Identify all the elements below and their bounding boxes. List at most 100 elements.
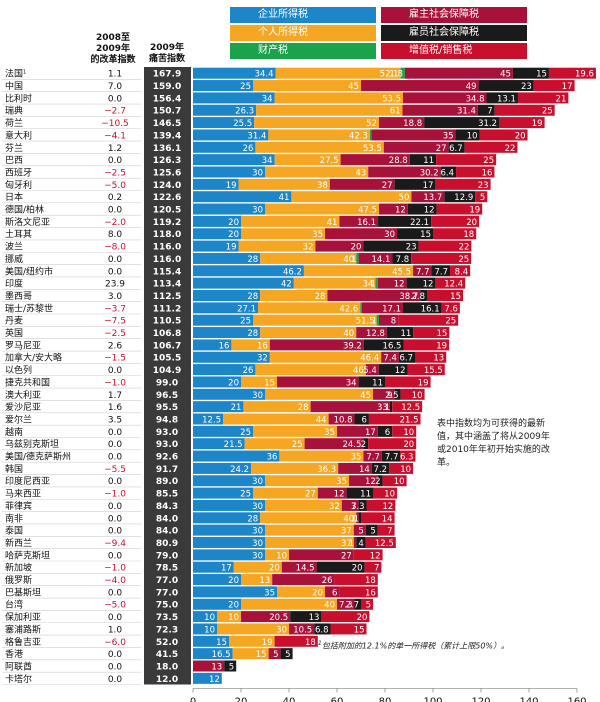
bar-value-label: 20 xyxy=(228,230,239,240)
bar-value-label: 7.4 xyxy=(383,354,397,364)
bar-value-label: 8 xyxy=(391,317,396,327)
bar-value-label: 2.5 xyxy=(385,391,399,401)
country-label: 澳大利亚 xyxy=(5,389,41,401)
bar-segment-personal xyxy=(265,549,289,561)
bar-segment-personal xyxy=(253,80,361,92)
bar-value-label: 19 xyxy=(262,638,273,648)
bar-value-label: 2 xyxy=(361,440,366,450)
bar-value-label: 20 xyxy=(228,378,239,388)
bar-segment-corp xyxy=(193,401,244,413)
bar-segment-emp_er xyxy=(316,561,365,573)
legend-employer-social-security: 雇主社会保障税 xyxy=(381,7,527,23)
country-label: 格鲁吉亚 xyxy=(5,636,41,648)
bar-segment-emp_er xyxy=(224,660,237,672)
bar-value-label: 16 xyxy=(482,168,493,178)
bar-value-label: 37 xyxy=(341,527,352,537)
bar-segment-vat xyxy=(407,364,445,376)
misery-index-value: 72.3 xyxy=(156,625,178,635)
bar-segment-corp xyxy=(193,265,304,277)
bar-value-label: 5.4 xyxy=(363,366,377,376)
bar-segment-vat xyxy=(433,228,477,240)
country-label: 美国/纽约市 xyxy=(5,265,53,277)
bar-value-label: 20 xyxy=(466,218,477,228)
bar-value-label: 16 xyxy=(365,588,376,598)
country-label: 爱尔兰 xyxy=(5,413,32,425)
bar-segment-vat xyxy=(330,623,367,635)
bar-value-label: 25 xyxy=(240,317,251,327)
bar-segment-emp_ee xyxy=(402,104,478,116)
bar-value-label: 34 xyxy=(363,280,374,290)
bar-value-label: 30 xyxy=(384,230,395,240)
bar-value-label: 15 xyxy=(354,625,365,635)
bar-segment-vat xyxy=(533,80,575,92)
x-tick-label: 140 xyxy=(519,697,538,702)
bar-segment-emp_ee xyxy=(339,215,379,227)
bar-segment-corp xyxy=(193,203,265,215)
bar-value-label: 16.5 xyxy=(383,341,402,351)
country-label: 印度尼西亚 xyxy=(5,475,50,487)
bar-value-label: 18 xyxy=(305,638,316,648)
bar-segment-emp_ee xyxy=(368,166,441,178)
misery-index-value: 118.0 xyxy=(153,230,181,240)
country-label: 巴基斯坦 xyxy=(5,586,41,598)
bar-value-label: 49 xyxy=(466,82,477,92)
reform-index-value: −10.5 xyxy=(101,119,129,129)
bar-value-label: 36.3 xyxy=(317,465,336,475)
bar-value-label: 45 xyxy=(500,70,511,80)
bar-segment-emp_er xyxy=(477,104,495,116)
bar-value-label: 28 xyxy=(247,329,258,339)
bar-value-label: 35 xyxy=(264,588,275,598)
bar-value-label: 12 xyxy=(394,280,405,290)
bar-value-label: 17 xyxy=(221,564,232,574)
footnote: 1包括附加的12.1%的单一所得税（累计上限50%）。 xyxy=(318,640,510,651)
bar-value-label: 1 xyxy=(372,317,377,327)
bar-value-label: 15 xyxy=(216,638,227,648)
bar-value-label: 30 xyxy=(252,502,263,512)
bar-value-label: 25.5 xyxy=(233,119,252,129)
bar-value-label: 23 xyxy=(521,82,532,92)
bar-segment-emp_ee xyxy=(365,364,379,376)
bar-value-label: 31.4 xyxy=(457,107,476,117)
bar-segment-wealth xyxy=(360,302,362,314)
bar-segment-vat xyxy=(361,598,373,610)
bar-value-label: 38 xyxy=(317,181,328,191)
bar-segment-emp_ee xyxy=(377,277,407,289)
bar-value-label: 20 xyxy=(228,601,239,611)
misery-index-value: 93.0 xyxy=(156,428,178,438)
bar-value-label: 25 xyxy=(292,440,303,450)
bar-value-label: 37 xyxy=(341,539,352,549)
bar-segment-corp xyxy=(193,129,269,141)
bar-value-label: 7.7 xyxy=(435,267,449,277)
reform-index-value: 7.0 xyxy=(108,82,123,92)
bar-segment-emp_ee xyxy=(277,376,359,388)
bar-value-label: 30 xyxy=(252,477,263,487)
bar-value-label: 28 xyxy=(247,292,258,302)
bar-value-label: 14.1 xyxy=(372,255,391,265)
bar-segment-emp_ee xyxy=(356,327,387,339)
reform-index-value: 0.0 xyxy=(108,267,123,277)
bar-value-label: 35 xyxy=(443,131,454,141)
reform-index-value: 23.9 xyxy=(105,280,125,290)
bar-value-label: 20 xyxy=(403,440,414,450)
legend-vat-sales-tax: 增值税/销售税 xyxy=(381,43,527,59)
bar-value-label: 35 xyxy=(312,230,323,240)
bar-value-label: 52.1 xyxy=(380,70,399,80)
bar-segment-wealth xyxy=(376,314,379,326)
reform-index-value: 0.0 xyxy=(108,453,123,463)
bar-value-label: 7.8 xyxy=(396,255,410,265)
legend-employee-social-security: 雇员社会保障税 xyxy=(381,25,527,41)
reform-index-value: −2.0 xyxy=(104,218,126,228)
bar-segment-emp_er xyxy=(365,524,378,536)
bar-segment-emp_er xyxy=(363,240,419,252)
misery-index-value: 77.0 xyxy=(156,576,178,586)
bar-segment-vat xyxy=(389,462,414,474)
bar-segment-emp_ee xyxy=(381,351,399,363)
misery-index-value: 52.0 xyxy=(156,638,178,648)
bar-segment-vat xyxy=(321,611,370,623)
bar-segment-emp_ee xyxy=(413,265,432,277)
country-label: 波兰 xyxy=(5,241,23,253)
bar-value-label: 17 xyxy=(423,181,434,191)
bar-segment-personal xyxy=(265,166,369,178)
bar-segment-corp xyxy=(193,215,241,227)
reform-index-value: 0.0 xyxy=(108,428,123,438)
